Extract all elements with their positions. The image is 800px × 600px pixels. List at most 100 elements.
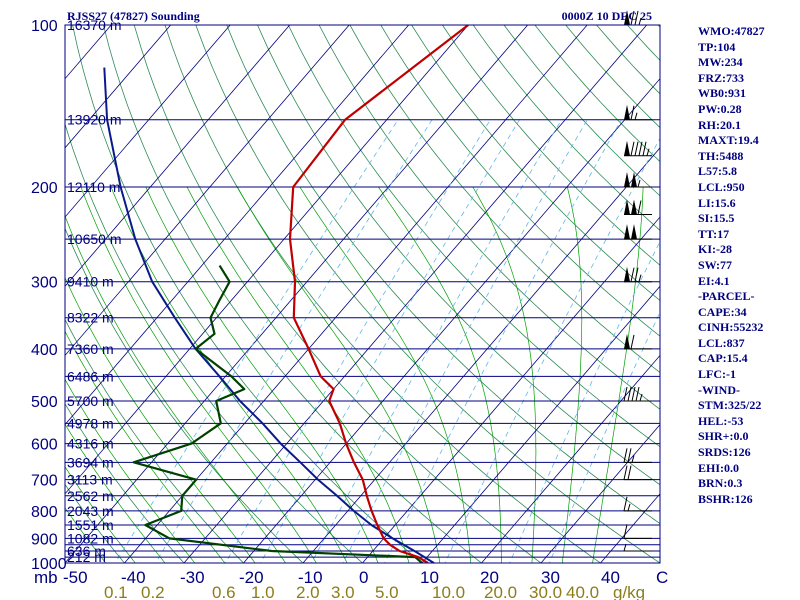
wind-barb	[624, 224, 652, 240]
wind-barb-feather	[631, 386, 636, 402]
height-label: 1082 m	[67, 530, 114, 546]
height-label: 8322 m	[67, 310, 114, 326]
height-label: 4316 m	[67, 436, 114, 452]
wind-barb-feather	[630, 105, 635, 120]
index-line: KI:-28	[698, 242, 732, 257]
height-label: 5700 m	[67, 393, 114, 409]
temperature-tick-label: 0	[359, 568, 368, 587]
temperature-tick-label: 30	[541, 568, 560, 587]
background-grid	[65, 25, 800, 574]
index-line: LFC:-1	[698, 367, 736, 382]
index-line: RH:20.1	[698, 117, 741, 132]
index-line: SW:77	[698, 257, 733, 272]
wind-barb-feather	[623, 386, 628, 402]
isotherm	[540, 424, 660, 563]
pressure-label: 900	[31, 531, 58, 548]
wind-barb-half	[631, 455, 635, 463]
isotherm	[65, 25, 469, 495]
pressure-label: 400	[31, 342, 58, 359]
temperature-trace	[288, 25, 469, 563]
mixing-ratio-tick-label: 2.0	[296, 583, 320, 600]
dry-adiabat	[318, 25, 660, 410]
mixing-ratio-tick-label: 0.6	[212, 583, 236, 600]
mixing-ratio-tick-label: 1.0	[251, 583, 275, 600]
moist-adiabat	[65, 466, 136, 563]
station-title: RJSS27 (47827) Sounding	[67, 9, 200, 23]
wind-barb	[623, 386, 652, 402]
moist-adiabat	[65, 507, 107, 563]
mixing-ratio-tick-label: 30.0	[529, 583, 562, 600]
dry-adiabat	[287, 25, 660, 448]
mixing-ratio-tick-label: 5.0	[375, 583, 399, 600]
mixing-ratio-line	[342, 119, 588, 563]
wind-barb-feather	[627, 448, 632, 463]
wind-barb	[623, 496, 652, 512]
pressure-label: 300	[31, 275, 58, 292]
index-line: PW:0.28	[698, 101, 742, 116]
dry-adiabat	[65, 318, 245, 563]
wind-barb-feather	[638, 141, 643, 156]
wind-barbs	[623, 10, 652, 552]
dry-adiabat	[442, 25, 660, 266]
temperature-tick-label: 20	[480, 568, 499, 587]
parcel-trace	[103, 67, 435, 563]
isotherm	[302, 147, 660, 563]
isotherm	[183, 25, 647, 563]
index-line: -PARCEL-	[698, 289, 755, 304]
wind-barb-half	[638, 274, 642, 282]
pressure-label: 700	[31, 473, 58, 490]
isotherm	[65, 25, 350, 357]
wind-barb-flag	[631, 199, 637, 215]
pressure-label: 200	[31, 180, 58, 197]
wind-barb	[623, 465, 652, 481]
isotherm	[362, 216, 660, 563]
mixing-ratio-tick-label: g/kg	[613, 583, 645, 600]
wind-barb-feather	[630, 334, 635, 350]
wind-barb	[624, 333, 652, 350]
wind-barb-flag	[624, 224, 630, 240]
wind-barb-feather	[635, 386, 640, 402]
wind-barb	[624, 266, 652, 283]
isotherm	[65, 25, 171, 149]
index-line: MW:234	[698, 55, 743, 70]
height-label: 6486 m	[67, 368, 114, 384]
wind-barb-feather	[630, 267, 635, 282]
mixing-ratio-line	[224, 119, 491, 563]
wind-barb-feather	[623, 448, 628, 463]
moist-adiabat	[65, 378, 196, 563]
wind-barb-feather	[627, 465, 632, 480]
dry-adiabat	[565, 25, 660, 129]
wind-barb-half	[623, 543, 627, 552]
mixing-ratio-tick-label: 10.0	[432, 583, 465, 600]
index-line: HEL:-53	[698, 413, 744, 428]
temperature-tick-label: -20	[239, 568, 264, 587]
wind-barb-feather	[627, 386, 632, 402]
isotherm	[243, 78, 660, 563]
index-line: LCL:837	[698, 335, 745, 350]
height-label: 10650 m	[67, 231, 121, 247]
dry-adiabat	[411, 25, 660, 302]
wind-barb-flag	[624, 171, 630, 187]
valid-time: 0000Z 10 DEC 25	[562, 9, 652, 23]
index-line: TT:17	[698, 226, 730, 241]
wind-barb-flag	[624, 10, 630, 25]
wind-barb-half	[627, 503, 631, 511]
wind-barb-flag	[624, 104, 630, 120]
wind-barb-flag	[624, 140, 630, 156]
wind-barb-feather	[634, 267, 639, 282]
index-line: LCL:950	[698, 179, 745, 194]
height-label: 9410 m	[67, 274, 114, 290]
index-line: FRZ:733	[698, 70, 744, 85]
isotherm	[65, 25, 231, 218]
dry-adiabat	[349, 25, 660, 374]
wind-barb-feather	[630, 141, 635, 156]
index-line: EHI:0.0	[698, 460, 740, 475]
pressure-label: 1000	[31, 556, 67, 573]
dry-adiabat	[781, 25, 800, 574]
wind-barb-half	[637, 179, 641, 188]
temperature-tick-label: -50	[63, 568, 88, 587]
moist-adiabat	[110, 186, 348, 563]
temperature-tick-label: -40	[121, 568, 146, 587]
